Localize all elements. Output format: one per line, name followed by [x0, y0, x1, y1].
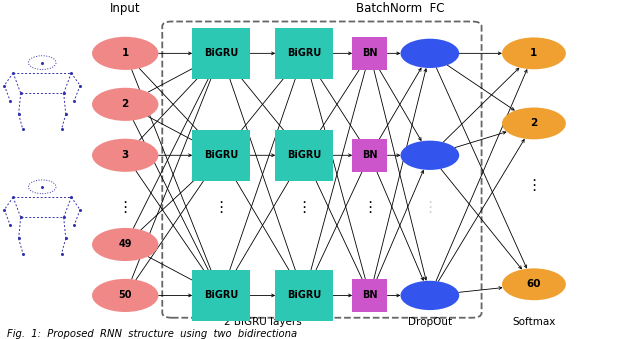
Text: 1: 1: [531, 48, 538, 58]
FancyBboxPatch shape: [192, 130, 250, 181]
FancyBboxPatch shape: [275, 270, 333, 321]
Text: 1: 1: [122, 48, 129, 58]
FancyBboxPatch shape: [352, 139, 387, 172]
Text: 2 BiGRU layers: 2 BiGRU layers: [223, 317, 301, 327]
Text: BN: BN: [362, 291, 378, 300]
Circle shape: [92, 88, 159, 121]
Text: 49: 49: [118, 239, 132, 250]
Text: ⋮: ⋮: [362, 200, 378, 215]
Circle shape: [502, 107, 566, 139]
Text: BiGRU: BiGRU: [204, 48, 238, 58]
Text: DropOut: DropOut: [408, 317, 452, 327]
Text: ⋮: ⋮: [526, 178, 541, 193]
Text: Input: Input: [110, 2, 141, 15]
Circle shape: [92, 279, 159, 312]
Text: Fig.  1:  Proposed  RNN  structure  using  two  bidirectiona: Fig. 1: Proposed RNN structure using two…: [7, 329, 297, 339]
Text: 60: 60: [527, 279, 541, 289]
Circle shape: [92, 228, 159, 261]
Text: ⋮: ⋮: [118, 200, 133, 215]
Circle shape: [401, 141, 460, 170]
Text: 2: 2: [531, 118, 538, 128]
Circle shape: [401, 281, 460, 310]
Text: BiGRU: BiGRU: [287, 150, 321, 160]
FancyBboxPatch shape: [352, 279, 387, 312]
Text: BN: BN: [362, 150, 378, 160]
FancyBboxPatch shape: [192, 270, 250, 321]
Text: 3: 3: [122, 150, 129, 160]
Text: ⋮: ⋮: [213, 200, 228, 215]
Circle shape: [401, 39, 460, 68]
FancyBboxPatch shape: [275, 28, 333, 79]
Text: Softmax: Softmax: [512, 317, 556, 327]
Text: BatchNorm  FC: BatchNorm FC: [356, 2, 444, 15]
Text: BiGRU: BiGRU: [287, 48, 321, 58]
Text: 2: 2: [122, 99, 129, 109]
Circle shape: [502, 37, 566, 69]
FancyBboxPatch shape: [192, 28, 250, 79]
Circle shape: [92, 139, 159, 172]
Text: 50: 50: [118, 291, 132, 300]
FancyBboxPatch shape: [275, 130, 333, 181]
FancyBboxPatch shape: [352, 37, 387, 70]
Text: BiGRU: BiGRU: [204, 150, 238, 160]
Circle shape: [502, 268, 566, 300]
Text: BiGRU: BiGRU: [204, 291, 238, 300]
Circle shape: [92, 37, 159, 70]
Text: ⋮: ⋮: [296, 200, 312, 215]
Text: ⋮: ⋮: [422, 200, 438, 215]
Text: BN: BN: [362, 48, 378, 58]
Text: BiGRU: BiGRU: [287, 291, 321, 300]
